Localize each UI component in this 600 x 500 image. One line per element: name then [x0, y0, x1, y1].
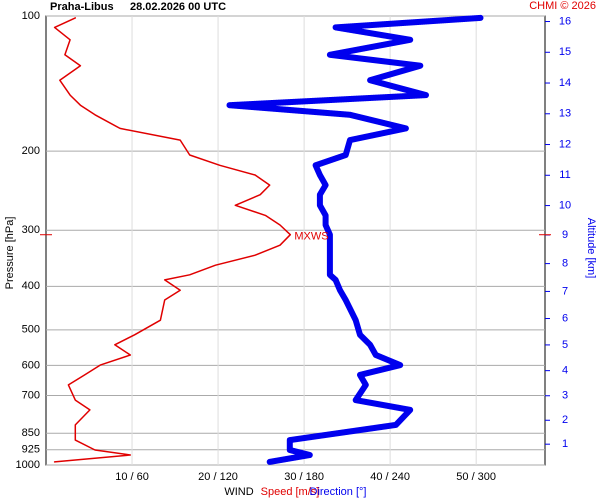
y2-tick-label: 1 [562, 438, 568, 450]
y2-tick-label: 11 [559, 169, 570, 181]
y-tick-label: 400 [22, 280, 40, 292]
y2-axis-label: Altitude [km] [585, 218, 597, 279]
x-tick-label: 40 / 240 [370, 471, 410, 483]
y2-tick-label: 16 [559, 15, 571, 27]
x-tick-label: 10 / 60 [115, 471, 149, 483]
y-tick-label: 700 [22, 389, 40, 401]
x-tick-label: 20 / 120 [198, 471, 238, 483]
y2-tick-label: 2 [562, 414, 568, 426]
speed-line [53, 17, 292, 463]
y2-tick-label: 4 [562, 365, 568, 377]
y2-tick-label: 3 [562, 390, 568, 402]
y-axis-label: Pressure [hPa] [4, 217, 16, 290]
y2-tick-label: 15 [559, 46, 571, 58]
y2-tick-label: 13 [559, 108, 571, 120]
legend-entry: Speed [m/s] [261, 486, 320, 498]
chart-subtitle: 28.02.2026 00 UTC [130, 1, 226, 13]
y2-tick-label: 7 [562, 285, 568, 297]
y-tick-label: 500 [22, 324, 40, 336]
credit: CHMI © 2026 [529, 0, 596, 12]
chart-title: Praha-Libus [50, 1, 114, 13]
y2-tick-label: 10 [559, 199, 571, 211]
y2-tick-label: 12 [559, 138, 571, 150]
y2-tick-label: 14 [559, 77, 571, 89]
y2-tick-label: 5 [562, 339, 568, 351]
direction-line [226, 14, 484, 465]
y2-tick-label: 9 [562, 229, 568, 241]
y2-tick-label: 8 [562, 258, 568, 270]
legend-entry: Direction [°] [310, 486, 367, 498]
y2-tick-label: 6 [562, 312, 568, 324]
y-tick-label: 300 [22, 224, 40, 236]
y-tick-label: 1000 [16, 459, 40, 471]
x-axis-label: WIND [224, 486, 253, 498]
x-tick-label: 30 / 180 [284, 471, 324, 483]
y-tick-label: 925 [22, 444, 40, 456]
y-tick-label: 100 [22, 10, 40, 22]
max-wind-label: MXWS [294, 231, 328, 243]
y-tick-label: 850 [22, 427, 40, 439]
x-tick-label: 50 / 300 [456, 471, 496, 483]
y-tick-label: 600 [22, 359, 40, 371]
y-tick-label: 200 [22, 145, 40, 157]
